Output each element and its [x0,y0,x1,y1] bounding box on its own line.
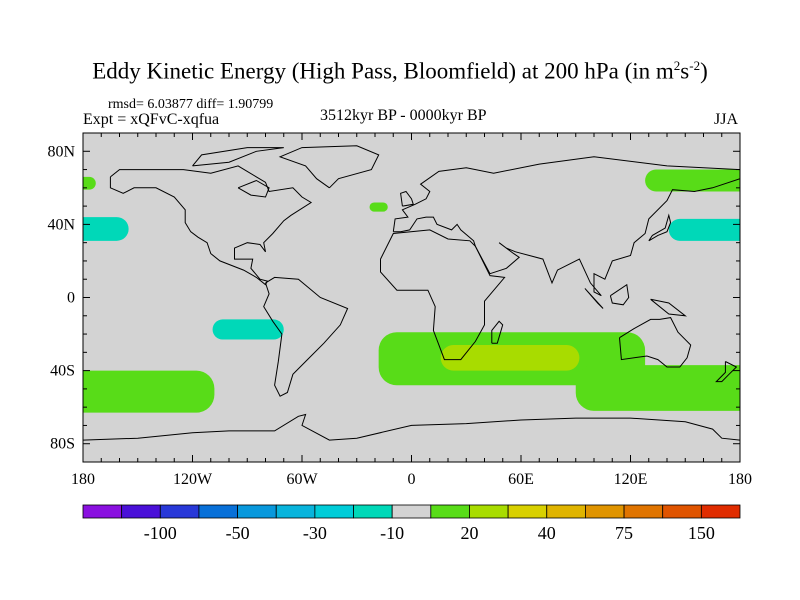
period-label: 3512kyr BP - 0000kyr BP [320,107,487,124]
lon-tick-label: 0 [408,471,416,488]
lon-tick-label: 120E [614,471,648,488]
coastline-japan [648,213,672,242]
colorbar-swatch [159,504,200,519]
colorbar-swatch [430,504,470,519]
coastline-africa [380,229,506,361]
lon-tick-label: 180 [71,471,95,488]
bering-west-positive-region [83,176,96,190]
colorbar-label: 40 [538,523,556,543]
colorbar-swatch [121,504,161,519]
coastline-arctic-islands [192,147,284,167]
lat-tick-label: 40N [47,216,75,233]
rmsd-diff-stats: rmsd= 6.03877 diff= 1.90799 [108,97,274,112]
north-pacific-east-negative-region [668,218,740,241]
colorbar-swatch [275,504,316,519]
colorbar-swatch [507,504,548,519]
colorbar-swatch [623,504,664,519]
lon-tick-label: 60E [508,471,534,488]
colorbar-label: 75 [615,523,633,543]
north-pacific-west-negative-region [83,217,129,241]
colorbar-label: 20 [460,523,478,543]
colorbar-swatch [391,504,432,519]
lon-tick-label: 120W [173,471,213,488]
experiment-label: Expt = xQFvC-xqfua [83,111,220,128]
south-indian-core-region [440,345,580,371]
colorbar-swatch [82,504,123,519]
lat-tick-label: 80N [47,143,75,160]
plot-title: Eddy Kinetic Energy (High Pass, Bloomfie… [92,58,708,84]
coastline-antarctica [83,413,740,441]
colorbar-swatch [700,504,741,519]
colorbar-swatch [469,504,509,519]
colorbar-swatch [237,504,277,519]
colorbar-swatch [353,504,393,519]
coastline-south-america [263,276,349,397]
lat-tick-label: 80S [50,436,75,453]
coastline-borneo [609,283,630,306]
coastline-britain [400,190,414,207]
south-pacific-west-positive-region [83,370,215,413]
colorbar-swatch [546,504,586,519]
coastline-greenland [278,145,380,189]
coastline-sumatra-borneo [584,288,604,309]
season-label: JJA [714,111,739,128]
colorbar-label: -30 [303,523,327,543]
coastline-australia [619,317,692,368]
lon-tick-label: 60W [286,471,318,488]
coastline-new-guinea [650,298,688,317]
coastline-eurasia [392,156,740,297]
colorbar-swatch [585,504,625,519]
australia-south-positive-region [575,365,740,411]
southeast-pacific-negative-region [212,319,284,340]
coastline-north-america [109,165,313,286]
colorbar-swatch [662,504,702,519]
colorbar-label: -10 [380,523,404,543]
colorbar-label: 150 [688,523,715,543]
lon-tick-label: 180 [728,471,752,488]
coastline-hudson-bay [237,179,270,198]
north-atlantic-positive-region [369,202,388,212]
arctic-pacific-positive-region [645,169,740,192]
colorbar-swatch [314,504,354,519]
colorbar-label: -100 [144,523,177,543]
colorbar-swatch [198,504,238,519]
coastline-new-zealand [715,361,738,383]
lat-tick-label: 40S [50,363,75,380]
coastline-madagascar [491,320,504,344]
colorbar: -100 -50 -30 -10 20 40 75 150 [82,504,741,543]
colorbar-label: -50 [226,523,250,543]
lat-tick-label: 0 [67,290,75,307]
